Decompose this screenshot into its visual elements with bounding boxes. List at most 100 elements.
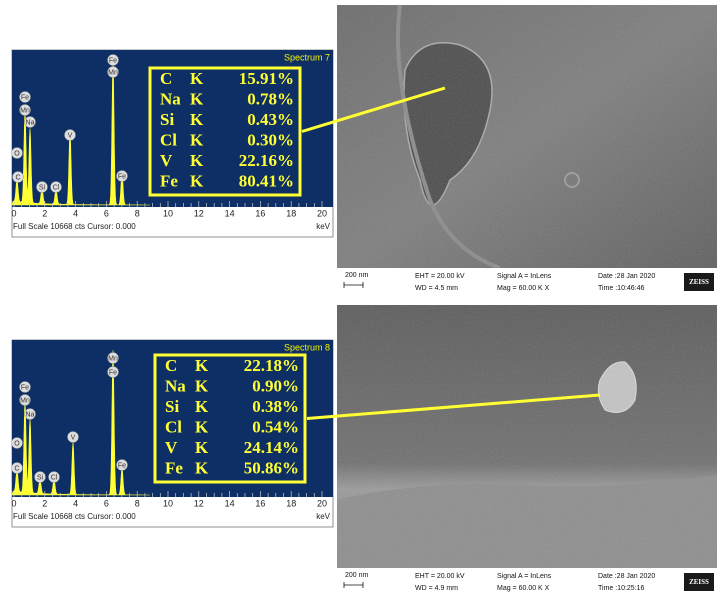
peak-label: O xyxy=(14,440,20,447)
element: Fe xyxy=(165,458,183,477)
line-series: K xyxy=(190,151,204,170)
axis-tick-label: 18 xyxy=(286,498,296,508)
axis-tick-label: 8 xyxy=(135,208,140,218)
line-series: K xyxy=(190,130,204,149)
peak-label: V xyxy=(68,132,73,139)
sem-grain xyxy=(337,5,717,268)
sem-eht: EHT = 20.00 kV xyxy=(415,573,465,580)
peak-label: Fe xyxy=(109,369,117,376)
axis-tick-label: 12 xyxy=(194,498,204,508)
axis-tick-label: 14 xyxy=(225,498,235,508)
weight-percent: 80.41% xyxy=(239,171,294,190)
line-series: K xyxy=(195,356,209,375)
element: Na xyxy=(165,376,186,395)
weight-percent: 0.43% xyxy=(247,110,294,129)
weight-percent: 24.14% xyxy=(244,438,299,457)
spectrum-title: Spectrum 8 xyxy=(284,342,330,352)
sem-date: Date :28 Jan 2020 xyxy=(598,573,655,580)
element: V xyxy=(160,151,173,170)
axis-tick-label: 6 xyxy=(104,208,109,218)
sem-date: Date :28 Jan 2020 xyxy=(598,273,655,280)
line-series: K xyxy=(195,458,209,477)
spectrum-title: Spectrum 7 xyxy=(284,52,330,62)
weight-percent: 0.30% xyxy=(247,130,294,149)
element: Cl xyxy=(160,130,177,149)
peak-label: C xyxy=(15,174,20,181)
element: V xyxy=(165,438,178,457)
element: Si xyxy=(160,110,174,129)
sem-time: Time :10:46:46 xyxy=(598,285,645,292)
sem-wd: WD = 4.5 mm xyxy=(415,285,458,292)
line-series: K xyxy=(195,397,209,416)
sem-signal: Signal A = InLens xyxy=(497,573,552,580)
peak-label: Mn xyxy=(20,397,30,404)
line-series: K xyxy=(190,69,204,88)
axis-tick-label: 20 xyxy=(317,208,327,218)
line-series: K xyxy=(190,171,204,190)
peak-label: V xyxy=(71,434,76,441)
axis-tick-label: 4 xyxy=(73,208,78,218)
axis-tick-label: 20 xyxy=(317,498,327,508)
element: Fe xyxy=(160,171,178,190)
axis-tick-label: 14 xyxy=(225,208,235,218)
element: Cl xyxy=(165,417,182,436)
sem-wd: WD = 4.9 mm xyxy=(415,585,458,592)
weight-percent: 0.78% xyxy=(247,89,294,108)
axis-tick-label: 4 xyxy=(73,498,78,508)
weight-percent: 0.54% xyxy=(252,417,299,436)
axis-tick-label: 10 xyxy=(163,208,173,218)
peak-label: Cl xyxy=(53,184,60,191)
line-series: K xyxy=(190,110,204,129)
peak-label: Mn xyxy=(108,355,118,362)
weight-percent: 22.18% xyxy=(244,356,299,375)
peak-label: Na xyxy=(26,411,35,418)
peak-label: Mn xyxy=(20,107,30,114)
peak-label: O xyxy=(14,150,20,157)
line-series: K xyxy=(195,438,209,457)
brand: ZEISS xyxy=(689,278,709,286)
peak-label: Fe xyxy=(21,384,29,391)
axis-tick-label: 0 xyxy=(11,208,16,218)
scale-bar-label: 200 nm xyxy=(345,572,369,579)
peak-label: Cl xyxy=(51,474,58,481)
peak-label: Fe xyxy=(118,173,126,180)
peak-label: C xyxy=(14,465,19,472)
sem-grain xyxy=(337,305,717,568)
axis-tick-label: 2 xyxy=(42,498,47,508)
axis-tick-label: 18 xyxy=(286,208,296,218)
element: Na xyxy=(160,89,181,108)
axis-unit: keV xyxy=(316,222,330,231)
weight-percent: 15.91% xyxy=(239,69,294,88)
axis-tick-label: 2 xyxy=(42,208,47,218)
axis-tick-label: 16 xyxy=(255,498,265,508)
weight-percent: 22.16% xyxy=(239,151,294,170)
weight-percent: 0.90% xyxy=(252,376,299,395)
weight-percent: 0.38% xyxy=(252,397,299,416)
peak-label: Fe xyxy=(109,57,117,64)
line-series: K xyxy=(195,417,209,436)
sem-eht: EHT = 20.00 kV xyxy=(415,273,465,280)
peak-label: Fe xyxy=(118,462,126,469)
peak-label: Si xyxy=(37,474,44,481)
figure: Spectrum 7FeMnFeMnNaOCSiClVFe02468101214… xyxy=(0,0,717,596)
axis-tick-label: 16 xyxy=(255,208,265,218)
sem-mag: Mag = 60.00 K X xyxy=(497,285,550,292)
scale-bar-label: 200 nm xyxy=(345,272,369,279)
line-series: K xyxy=(190,89,204,108)
element: Si xyxy=(165,397,179,416)
brand: ZEISS xyxy=(689,578,709,586)
element: C xyxy=(160,69,172,88)
sem-mag: Mag = 60.00 K X xyxy=(497,585,550,592)
peak-label: Fe xyxy=(21,94,29,101)
axis-tick-label: 12 xyxy=(194,208,204,218)
peak-label: Mn xyxy=(108,69,118,76)
weight-percent: 50.86% xyxy=(244,458,299,477)
sem-time: Time :10:25:16 xyxy=(598,585,645,592)
axis-tick-label: 6 xyxy=(104,498,109,508)
peak-label: Si xyxy=(39,184,46,191)
line-series: K xyxy=(195,376,209,395)
axis-unit: keV xyxy=(316,512,330,521)
axis-tick-label: 0 xyxy=(11,498,16,508)
axis-tick-label: 10 xyxy=(163,498,173,508)
peak-label: Na xyxy=(26,119,35,126)
